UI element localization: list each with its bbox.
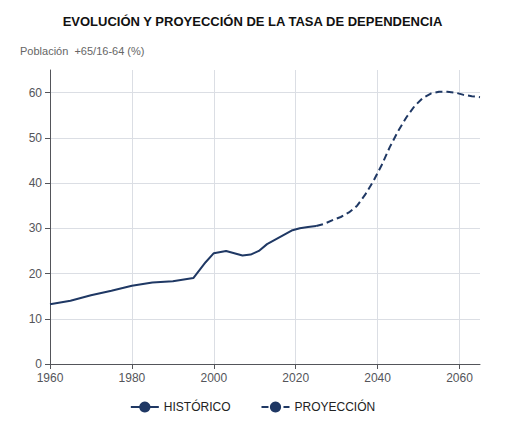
svg-text:0: 0 — [35, 357, 42, 371]
svg-text:PROYECCIÓN: PROYECCIÓN — [294, 399, 375, 414]
svg-text:1960: 1960 — [37, 371, 64, 385]
svg-text:10: 10 — [29, 312, 43, 326]
svg-text:Población +65/16-64 (%): Población +65/16-64 (%) — [20, 45, 144, 57]
svg-text:2040: 2040 — [364, 371, 391, 385]
svg-text:30: 30 — [29, 221, 43, 235]
svg-text:20: 20 — [29, 267, 43, 281]
svg-text:40: 40 — [29, 176, 43, 190]
svg-text:EVOLUCIÓN Y PROYECCIÓN DE LA T: EVOLUCIÓN Y PROYECCIÓN DE LA TASA DE DEP… — [63, 14, 443, 29]
svg-text:HISTÓRICO: HISTÓRICO — [164, 399, 231, 414]
svg-text:50: 50 — [29, 131, 43, 145]
svg-text:1980: 1980 — [119, 371, 146, 385]
svg-text:60: 60 — [29, 86, 43, 100]
svg-text:2000: 2000 — [200, 371, 227, 385]
svg-text:2060: 2060 — [446, 371, 473, 385]
svg-text:2020: 2020 — [282, 371, 309, 385]
